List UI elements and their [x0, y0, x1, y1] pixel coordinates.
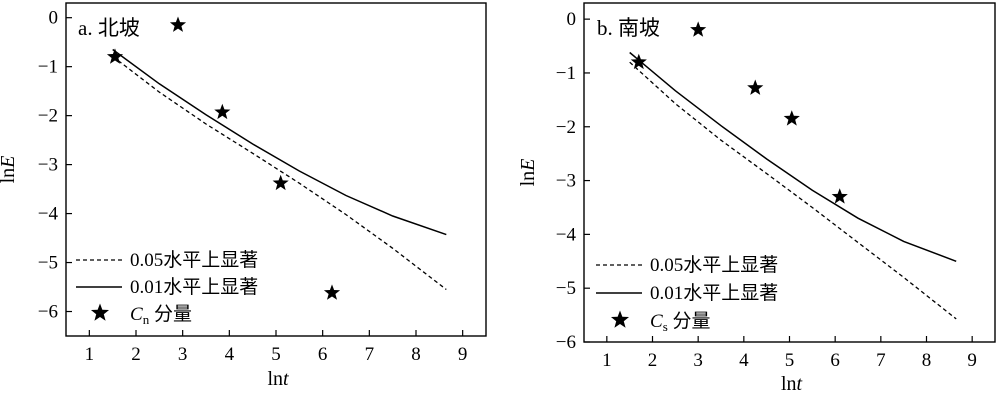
star-point	[323, 284, 341, 300]
legend-name-base: C	[130, 304, 143, 325]
x-axis-label-var: t	[797, 373, 803, 395]
x-tick-label: 5	[785, 350, 795, 371]
panel-title: a. 北坡	[78, 16, 140, 40]
plot-frame	[583, 2, 996, 343]
y-tick-label: −3	[38, 155, 58, 176]
x-tick-label: 2	[648, 350, 658, 371]
y-axis-label-base: ln	[0, 168, 19, 184]
y-tick-label: −5	[38, 253, 58, 274]
y-tick-label: −1	[556, 63, 576, 84]
star-point	[106, 48, 124, 64]
y-axis-label-var: E	[517, 159, 539, 172]
y-tick-label: −4	[556, 224, 577, 245]
star-point	[272, 174, 289, 191]
star-point	[214, 103, 231, 120]
y-tick-label: −2	[38, 106, 58, 127]
legend-entry-label: Cs 分量	[650, 310, 711, 334]
star-point	[831, 188, 848, 204]
series-line-005	[112, 55, 447, 291]
x-axis-label: lnt	[781, 373, 803, 395]
legend-star-swatch	[90, 303, 110, 321]
legend-name-suffix: 分量	[668, 310, 711, 332]
x-tick-label: 2	[131, 344, 141, 365]
x-tick-label: 5	[271, 344, 281, 365]
y-axis-label: lnE	[517, 159, 539, 187]
legend-name-sub: n	[143, 312, 150, 327]
star-point	[169, 16, 187, 32]
star-point	[783, 110, 800, 126]
x-tick-label: 7	[876, 350, 886, 371]
x-tick-label: 1	[602, 350, 612, 371]
x-tick-label: 3	[178, 344, 188, 365]
series-line-001	[629, 51, 957, 263]
legend-entry-label: Cn 分量	[130, 303, 192, 327]
y-tick-label: −4	[38, 204, 59, 225]
panel-title: b. 南坡	[597, 16, 660, 40]
x-tick-label: 4	[225, 344, 235, 365]
y-tick-label: 0	[49, 8, 59, 29]
series-line-005	[629, 61, 957, 320]
series-line-001	[112, 48, 447, 236]
x-tick-label: 6	[830, 350, 840, 371]
star-point	[690, 21, 707, 37]
x-tick-label: 6	[318, 344, 328, 365]
legend-entry-label: 0.01水平上显著	[650, 282, 778, 304]
x-tick-label: 9	[967, 350, 977, 371]
legend-entry-label: 0.01水平上显著	[130, 276, 258, 298]
legend-name-suffix: 分量	[149, 303, 192, 325]
x-axis-label-base: ln	[781, 373, 797, 395]
x-tick-label: 7	[365, 344, 375, 365]
plot-frame	[65, 2, 487, 337]
x-tick-label: 8	[922, 350, 932, 371]
y-tick-label: −3	[556, 171, 576, 192]
x-tick-label: 9	[458, 344, 468, 365]
legend-name-base: C	[650, 311, 663, 332]
y-tick-label: −2	[556, 117, 576, 138]
x-tick-label: 1	[85, 344, 95, 365]
y-tick-label: −6	[556, 332, 576, 353]
y-tick-label: −6	[38, 302, 58, 323]
y-axis-label: lnE	[0, 156, 19, 184]
x-tick-label: 3	[693, 350, 703, 371]
y-tick-label: 0	[567, 9, 577, 30]
x-axis-label-var: t	[283, 368, 289, 390]
x-tick-label: 4	[739, 350, 749, 371]
star-point	[630, 53, 647, 70]
x-axis-label-base: ln	[267, 368, 283, 390]
legend-name-sub: s	[663, 319, 668, 334]
legend-entry-label: 0.05水平上显著	[650, 254, 778, 276]
legend-star-swatch	[610, 310, 630, 328]
y-tick-label: −1	[38, 57, 58, 78]
y-tick-label: −5	[556, 278, 576, 299]
legend: 0.05水平上显著 0.01水平上显著 Cs 分量	[596, 254, 778, 334]
x-axis-label: lnt	[267, 368, 289, 390]
y-axis-label-var: E	[0, 156, 19, 169]
star-point	[747, 79, 764, 95]
legend-entry-label: 0.05水平上显著	[130, 249, 258, 271]
legend: 0.05水平上显著 0.01水平上显著 Cn 分量	[76, 249, 258, 327]
x-tick-label: 8	[411, 344, 421, 365]
y-axis-label-base: ln	[517, 171, 539, 187]
